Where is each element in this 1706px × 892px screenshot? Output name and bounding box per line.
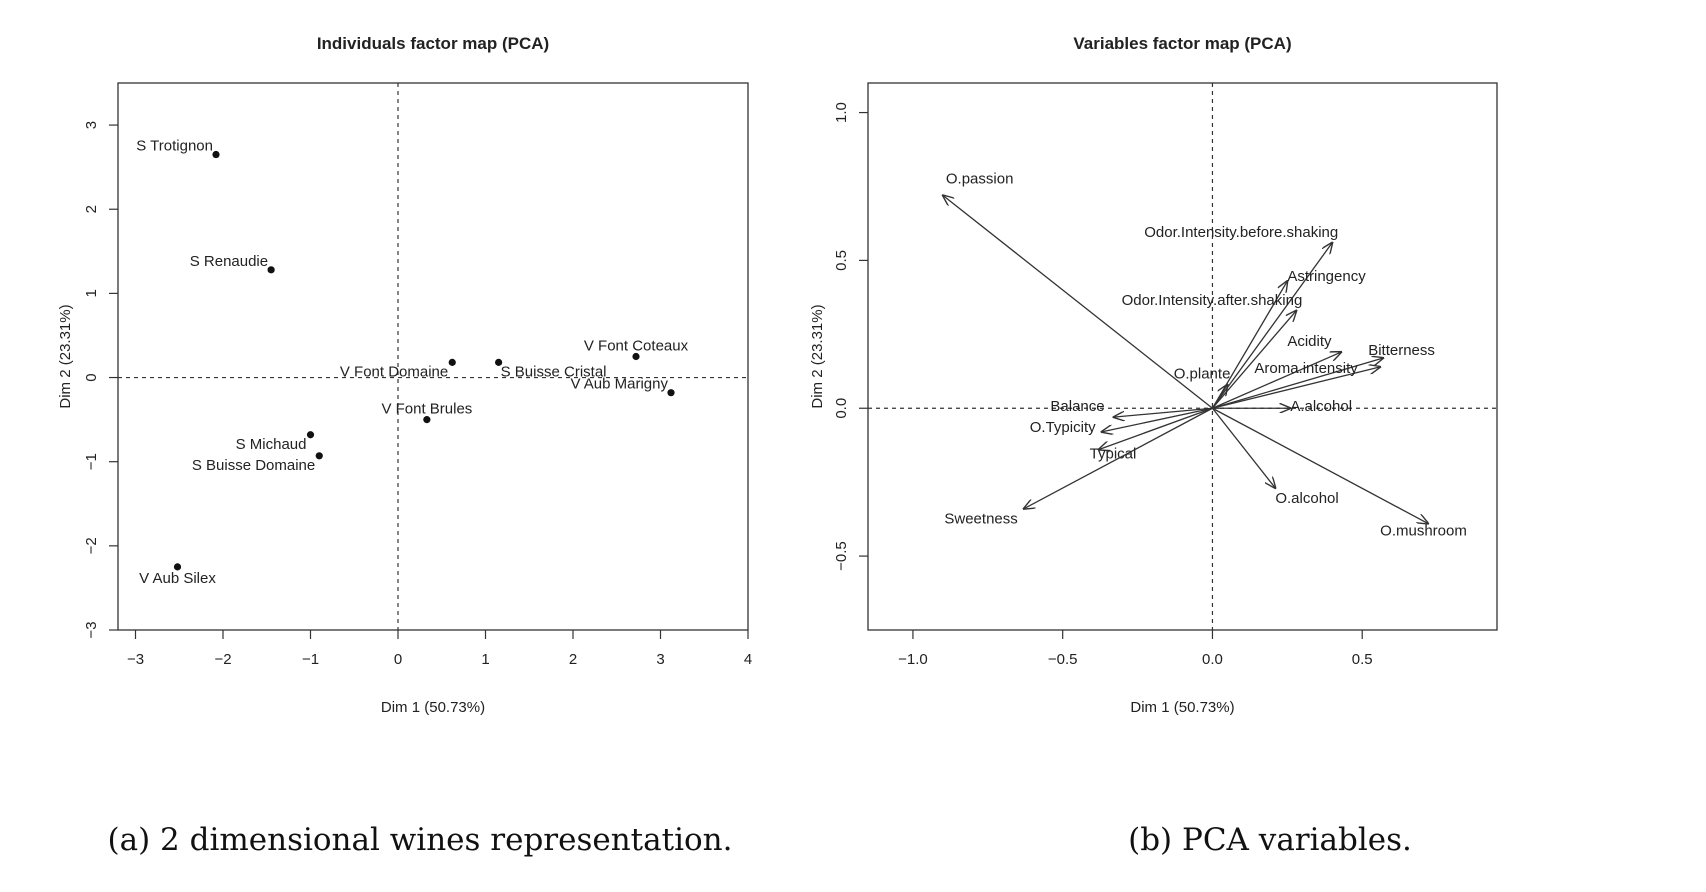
x-tick-label: −1 — [302, 651, 319, 668]
caption-b: (b) PCA variables. — [1128, 822, 1412, 858]
x-axis-label: Dim 1 (50.73%) — [1130, 699, 1234, 716]
point-label: V Aub Marigny — [570, 376, 668, 393]
data-point — [212, 150, 220, 159]
data-point — [667, 389, 675, 397]
point-label: V Aub Silex — [139, 570, 216, 587]
point-label: S Michaud — [236, 436, 307, 453]
chart-title: Variables factor map (PCA) — [1073, 34, 1291, 53]
variable-arrow — [1211, 385, 1227, 409]
y-tick-label: 0.5 — [833, 250, 850, 271]
x-tick-label: 4 — [744, 651, 752, 668]
point-label: V Font Coteaux — [584, 338, 689, 355]
y-tick-label: 1 — [83, 289, 100, 297]
variable-label: Odor.Intensity.after.shaking — [1122, 292, 1303, 309]
x-tick-label: −1.0 — [898, 651, 928, 668]
point-label: S Trotignon — [136, 138, 213, 155]
data-point — [448, 358, 456, 366]
variable-arrow — [1099, 407, 1213, 449]
variable-label: Bitterness — [1368, 342, 1435, 359]
x-tick-label: 0.0 — [1202, 651, 1223, 668]
point-label: S Renaudie — [190, 253, 268, 270]
y-axis-label: Dim 2 (23.31%) — [57, 304, 74, 408]
point-label: V Font Brules — [381, 401, 472, 418]
variable-label: Odor.Intensity.before.shaking — [1144, 224, 1338, 241]
x-tick-label: 0 — [394, 651, 402, 668]
variable-label: A.alcohol — [1290, 398, 1352, 415]
x-tick-label: 0.5 — [1352, 651, 1373, 668]
variable-label: Balance — [1050, 398, 1104, 415]
variable-arrow — [1212, 358, 1383, 409]
variable-label: Aroma.intensity — [1254, 360, 1358, 377]
variable-arrow — [1212, 367, 1380, 409]
x-axis-label: Dim 1 (50.73%) — [381, 699, 485, 716]
point-label: S Buisse Domaine — [192, 457, 315, 474]
caption-a: (a) 2 dimensional wines representation. — [107, 822, 733, 858]
variable-label: O.passion — [946, 171, 1014, 188]
variables-factor-map-panel: Variables factor map (PCA) −1.0 −0.5 0.0 0.5… — [809, 34, 1498, 716]
x-tick-label: 2 — [569, 651, 577, 668]
variable-arrow — [1211, 407, 1275, 488]
variable-arrow — [1212, 407, 1428, 523]
x-tick-label: −3 — [127, 651, 144, 668]
variable-arrow — [943, 195, 1213, 409]
variable-label: Typical — [1090, 446, 1137, 463]
individuals-factor-map-panel: Individuals factor map (PCA) −3 −2 −1 0 1 2 3 4 −… — [57, 34, 752, 716]
variable-label: O.mushroom — [1380, 522, 1467, 539]
data-point — [306, 431, 315, 439]
plot-frame — [117, 82, 749, 631]
point-label: S Buisse Cristal — [501, 363, 607, 380]
variable-arrow — [1102, 407, 1213, 432]
y-tick-label: −3 — [83, 621, 100, 638]
y-tick-label: 1.0 — [833, 102, 850, 123]
y-tick-label: 3 — [83, 121, 100, 129]
data-point — [173, 563, 182, 571]
chart-title: Individuals factor map (PCA) — [317, 34, 549, 53]
point-label: V Font Domaine — [340, 363, 448, 380]
variable-arrow — [1114, 407, 1213, 417]
variable-label: Sweetness — [944, 511, 1017, 528]
y-tick-label: −0.5 — [833, 541, 850, 571]
data-point — [632, 352, 640, 361]
plot-frame — [867, 82, 1498, 631]
variable-label: O.plante — [1174, 366, 1231, 383]
y-tick-label: −1 — [83, 453, 100, 470]
x-tick-label: 3 — [656, 651, 664, 668]
data-point — [315, 452, 323, 460]
x-tick-label: −0.5 — [1048, 651, 1078, 668]
variable-label: O.alcohol — [1275, 490, 1338, 507]
data-point — [423, 416, 431, 424]
y-tick-label: 2 — [83, 205, 100, 213]
variable-arrow — [1212, 352, 1341, 409]
variable-label: Acidity — [1287, 333, 1332, 350]
variable-label: Astringency — [1287, 268, 1366, 285]
data-point — [495, 358, 503, 366]
x-tick-label: 1 — [481, 651, 489, 668]
variable-arrow — [1211, 243, 1332, 409]
y-tick-label: 0.0 — [833, 398, 850, 419]
y-axis-label: Dim 2 (23.31%) — [809, 304, 826, 408]
data-point — [267, 266, 275, 274]
variable-arrow — [1024, 407, 1213, 509]
variable-label: O.Typicity — [1030, 419, 1096, 436]
y-tick-label: 0 — [83, 373, 100, 381]
y-tick-label: −2 — [83, 537, 100, 554]
x-tick-label: −2 — [214, 651, 231, 668]
